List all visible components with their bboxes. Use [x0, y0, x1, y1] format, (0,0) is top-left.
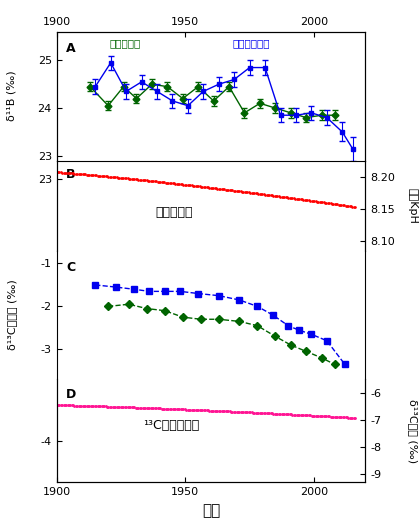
Text: ¹³Cスウス効果: ¹³Cスウス効果 [143, 419, 199, 432]
Y-axis label: δ¹³C大気 (‰): δ¹³C大気 (‰) [408, 399, 418, 463]
Text: 爸島サンゴ: 爸島サンゴ [109, 38, 140, 48]
Text: 喜界島サンゴ: 喜界島サンゴ [233, 38, 270, 48]
Text: 海洋酸性化: 海洋酸性化 [155, 206, 193, 219]
X-axis label: 西暦: 西暦 [202, 503, 220, 518]
Text: B: B [66, 167, 76, 181]
Text: D: D [66, 387, 76, 401]
Y-axis label: 海水KpH: 海水KpH [408, 188, 418, 224]
Text: A: A [66, 42, 76, 55]
Y-axis label: δ¹³Cサンゴ (‰): δ¹³Cサンゴ (‰) [7, 280, 16, 350]
Text: C: C [66, 261, 75, 274]
Y-axis label: δ¹¹B (‰): δ¹¹B (‰) [7, 71, 16, 121]
